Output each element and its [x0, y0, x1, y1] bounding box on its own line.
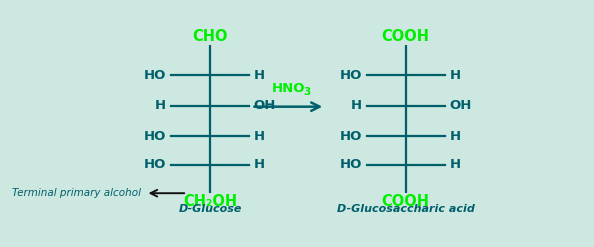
Text: HNO: HNO	[272, 82, 306, 95]
Text: H: H	[254, 158, 265, 171]
Text: COOH: COOH	[382, 29, 429, 44]
Text: H: H	[351, 99, 362, 112]
Text: OH: OH	[450, 99, 472, 112]
Text: H: H	[254, 69, 265, 82]
Text: HO: HO	[340, 158, 362, 171]
Text: HO: HO	[144, 158, 166, 171]
Text: OH: OH	[254, 99, 276, 112]
Text: COOH: COOH	[382, 194, 429, 209]
Text: D-Glucosaccharic acid: D-Glucosaccharic acid	[337, 204, 475, 214]
Text: CH₂OH: CH₂OH	[183, 194, 237, 209]
Text: H: H	[155, 99, 166, 112]
Text: 3: 3	[303, 87, 310, 97]
Text: HO: HO	[340, 69, 362, 82]
Text: HO: HO	[144, 130, 166, 143]
Text: CHO: CHO	[192, 29, 228, 44]
Text: H: H	[450, 69, 460, 82]
Text: H: H	[450, 130, 460, 143]
Text: H: H	[450, 158, 460, 171]
Text: H: H	[254, 130, 265, 143]
Text: D-Glucose: D-Glucose	[178, 204, 242, 214]
Text: Terminal primary alcohol: Terminal primary alcohol	[12, 188, 141, 198]
Text: HO: HO	[340, 130, 362, 143]
Text: HO: HO	[144, 69, 166, 82]
